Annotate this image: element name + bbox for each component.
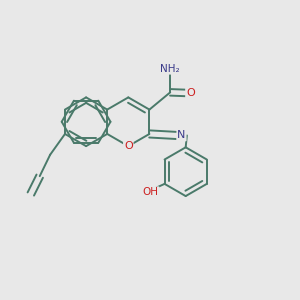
Text: OH: OH bbox=[142, 187, 159, 197]
Text: O: O bbox=[186, 88, 195, 98]
Text: NH₂: NH₂ bbox=[160, 64, 180, 74]
Text: N: N bbox=[177, 130, 186, 140]
Text: O: O bbox=[124, 141, 133, 151]
